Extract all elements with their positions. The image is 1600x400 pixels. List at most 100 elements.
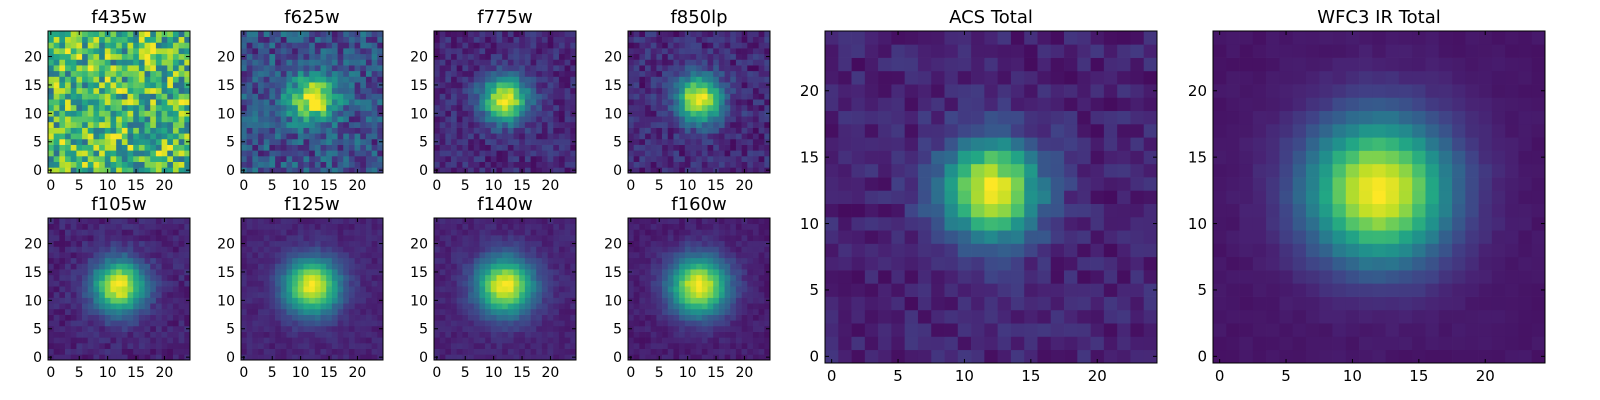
- heatmap-cell: [502, 331, 509, 338]
- heatmap-cell: [724, 342, 731, 349]
- heatmap-cell: [456, 303, 463, 310]
- heatmap-cell: [519, 252, 526, 259]
- heatmap-cell: [735, 291, 742, 298]
- heatmap-cell: [184, 246, 191, 253]
- heatmap-cell: [360, 297, 367, 304]
- heatmap-cell: [150, 87, 157, 94]
- heatmap-cell: [462, 348, 469, 355]
- heatmap-cell: [456, 133, 463, 140]
- heatmap-cell: [65, 110, 72, 117]
- heatmap-cell: [184, 104, 191, 111]
- heatmap-cell: [241, 65, 248, 72]
- heatmap-cell: [553, 59, 560, 66]
- heatmap-cell: [662, 76, 669, 83]
- heatmap-cell: [456, 76, 463, 83]
- heatmap-cell: [314, 53, 321, 60]
- heatmap-cell: [667, 42, 674, 49]
- heatmap-cell: [718, 337, 725, 344]
- heatmap-cell: [121, 82, 128, 89]
- heatmap-cell: [684, 155, 691, 162]
- heatmap-cell: [707, 314, 714, 321]
- heatmap-cell: [99, 218, 106, 225]
- heatmap-cell: [468, 76, 475, 83]
- heatmap-cell: [730, 36, 737, 43]
- heatmap-cell: [133, 104, 140, 111]
- heatmap-cell: [360, 308, 367, 315]
- heatmap-cell: [530, 303, 537, 310]
- heatmap-cell: [343, 53, 350, 60]
- heatmap-cell: [178, 269, 185, 276]
- heatmap-cell: [138, 99, 145, 106]
- heatmap-cell: [570, 303, 577, 310]
- heatmap-cell: [331, 138, 338, 145]
- heatmap-cell: [485, 53, 492, 60]
- heatmap-cell: [326, 99, 333, 106]
- heatmap-cell: [439, 110, 446, 117]
- heatmap-cell: [314, 348, 321, 355]
- heatmap-cell: [354, 269, 361, 276]
- heatmap-cell: [320, 76, 327, 83]
- heatmap-cell: [348, 331, 355, 338]
- heatmap-cell: [320, 218, 327, 225]
- heatmap-cell: [445, 138, 452, 145]
- heatmap-cell: [297, 104, 304, 111]
- heatmap-cell: [138, 308, 145, 315]
- heatmap-cell: [758, 297, 765, 304]
- heatmap-cell: [479, 127, 486, 134]
- heatmap-cell: [639, 144, 646, 151]
- heatmap-cell: [662, 65, 669, 72]
- heatmap-cell: [536, 257, 543, 264]
- x-tick-label: 0: [239, 365, 248, 381]
- heatmap-cell: [536, 70, 543, 77]
- heatmap-cell: [110, 155, 117, 162]
- heatmap-cell: [519, 99, 526, 106]
- heatmap-cell: [656, 348, 663, 355]
- heatmap-cell: [184, 303, 191, 310]
- heatmap-cell: [263, 348, 270, 355]
- heatmap-cell: [343, 354, 350, 361]
- heatmap-cell: [167, 223, 174, 230]
- heatmap-cell: [713, 48, 720, 55]
- heatmap-cell: [76, 263, 83, 270]
- heatmap-cell: [485, 70, 492, 77]
- heatmap-cell: [354, 150, 361, 157]
- plot-frame: [433, 30, 577, 174]
- heatmap-cell: [303, 257, 310, 264]
- heatmap-cell: [724, 53, 731, 60]
- heatmap-cell: [371, 65, 378, 72]
- heatmap-cell: [718, 274, 725, 281]
- heatmap-cell: [326, 286, 333, 293]
- heatmap-cell: [564, 240, 571, 247]
- heatmap-cell: [178, 308, 185, 315]
- heatmap-cell: [263, 48, 270, 55]
- heatmap-cell: [99, 257, 106, 264]
- heatmap-cell: [662, 144, 669, 151]
- heatmap-cell: [326, 320, 333, 327]
- heatmap-cell: [541, 70, 548, 77]
- heatmap-cell: [286, 252, 293, 259]
- heatmap-cell: [724, 150, 731, 157]
- heatmap-cell: [241, 144, 248, 151]
- heatmap-cell: [258, 104, 265, 111]
- heatmap-cell: [547, 59, 554, 66]
- heatmap-cell: [110, 342, 117, 349]
- heatmap-cell: [639, 325, 646, 332]
- heatmap-cell: [269, 36, 276, 43]
- heatmap-cell: [485, 223, 492, 230]
- heatmap-cell: [371, 252, 378, 259]
- heatmap-cell: [303, 263, 310, 270]
- heatmap-cell: [371, 36, 378, 43]
- heatmap-cell: [564, 286, 571, 293]
- heatmap-cell: [701, 42, 708, 49]
- heatmap-cell: [87, 325, 94, 332]
- heatmap-cell: [530, 269, 537, 276]
- heatmap-cell: [445, 286, 452, 293]
- heatmap-cell: [547, 342, 554, 349]
- heatmap-cell: [724, 325, 731, 332]
- heatmap-cell: [445, 229, 452, 236]
- heatmap-cell: [263, 240, 270, 247]
- heatmap-cell: [570, 59, 577, 66]
- heatmap-cell: [547, 155, 554, 162]
- heatmap-cell: [639, 82, 646, 89]
- heatmap-cell: [541, 235, 548, 242]
